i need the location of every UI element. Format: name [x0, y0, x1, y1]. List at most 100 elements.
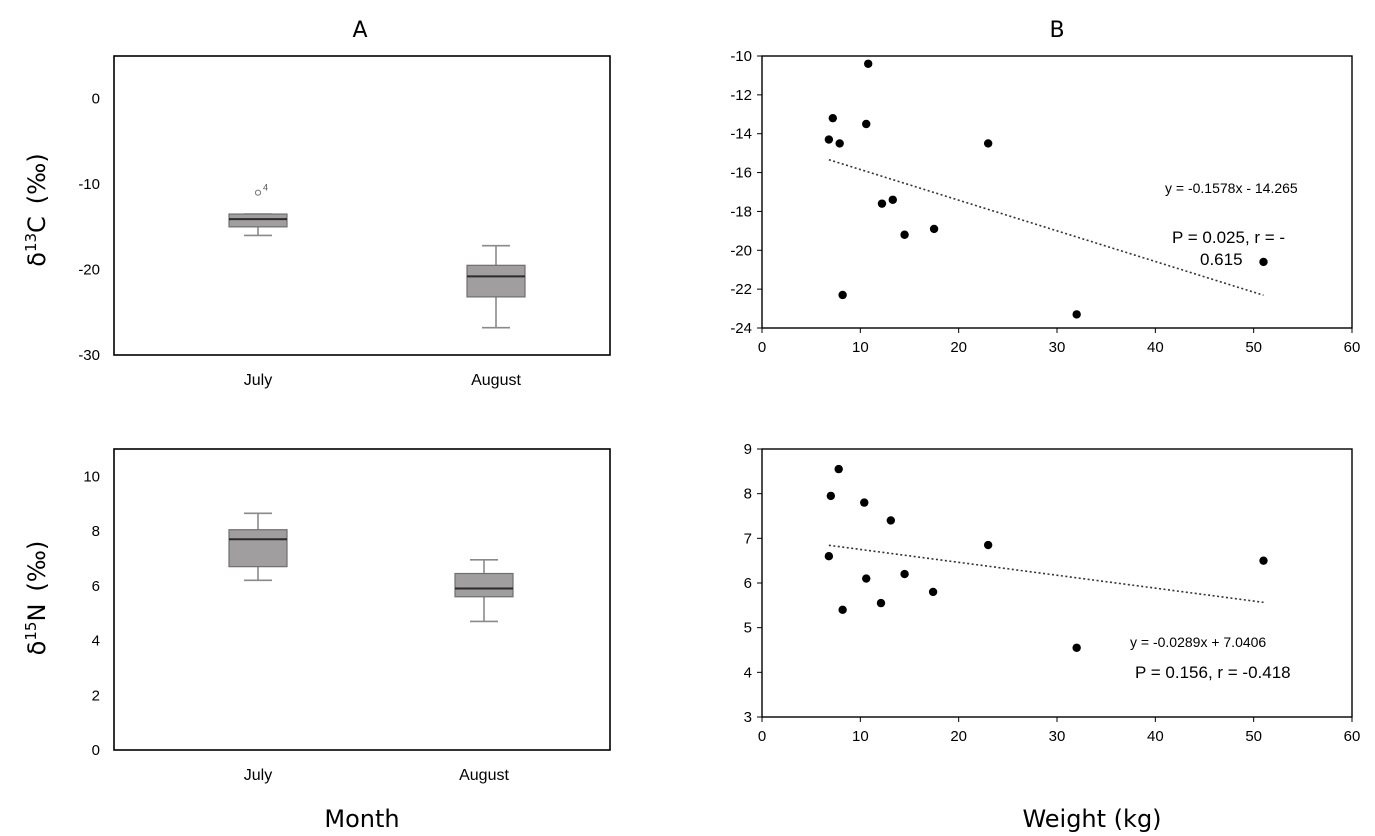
data-point	[838, 290, 847, 300]
ylab-carbon-prefix: δ	[23, 252, 51, 267]
y-tick-label: 3	[744, 709, 752, 726]
y-tick-label: -16	[730, 165, 752, 182]
x-tick-label: 10	[852, 728, 869, 745]
data-point	[928, 587, 938, 597]
data-point	[888, 195, 897, 204]
y-tick-label: -14	[730, 126, 752, 143]
x-axis-title-weight: Weight (kg)	[1022, 805, 1161, 833]
data-point	[824, 552, 834, 561]
trendline	[828, 158, 1264, 296]
trend-equation: y = -0.1578x - 14.265	[1165, 180, 1298, 196]
outlier-point	[254, 189, 262, 196]
data-point	[838, 605, 847, 614]
data-point	[1259, 556, 1268, 565]
y-tick-label: 7	[744, 530, 752, 547]
y-tick-label: -30	[78, 347, 100, 364]
trendline	[828, 544, 1264, 604]
data-point	[864, 59, 873, 68]
boxplot-carbon: 0 -10 -20 -30 July August 4	[78, 55, 611, 389]
data-point	[900, 230, 909, 239]
box-iqr	[454, 572, 514, 598]
x-tick-label: 60	[1344, 339, 1361, 356]
data-point	[877, 199, 887, 208]
data-point	[860, 498, 869, 507]
y-tick-label: 6	[92, 578, 100, 595]
y-tick-label: 4	[92, 633, 100, 650]
ylab-carbon-elem: C	[23, 216, 51, 233]
y-tick-label: -12	[730, 87, 752, 104]
data-point	[876, 598, 886, 608]
data-point	[824, 135, 834, 144]
plot-frame	[113, 55, 611, 356]
data-point	[1072, 643, 1081, 652]
x-tick-label: 60	[1344, 728, 1361, 745]
data-point	[1259, 257, 1268, 267]
x-category-label: July	[244, 372, 272, 389]
y-tick-label: 8	[92, 523, 100, 540]
ylab-nitrogen-unit: (‰)	[23, 541, 51, 592]
x-category-label: August	[459, 767, 509, 784]
x-tick-label: 40	[1147, 339, 1164, 356]
y-axis-title-carbon: δ13C (‰)	[22, 153, 51, 266]
stats-text: P = 0.156, r = -0.418	[1135, 663, 1291, 682]
x-tick-label: 0	[758, 728, 766, 745]
data-point	[983, 540, 993, 550]
data-point	[1072, 310, 1081, 319]
x-tick-label: 50	[1245, 728, 1262, 745]
x-tick-label: 50	[1245, 339, 1262, 356]
data-point	[826, 491, 836, 501]
x-tick-label: 20	[950, 339, 967, 356]
data-point	[886, 516, 896, 525]
x-tick-label: 10	[852, 339, 869, 356]
y-tick-label: 6	[744, 575, 752, 592]
data-point	[983, 139, 993, 148]
boxplot-nitrogen: 0 2 4 6 8 10 July August	[83, 448, 611, 784]
data-point	[929, 224, 939, 234]
stats-text: P = 0.025, r = -	[1172, 228, 1285, 247]
x-tick-label: 30	[1049, 728, 1066, 745]
ylab-carbon-unit: (‰)	[23, 153, 51, 204]
box-iqr	[228, 529, 288, 568]
x-tick-label: 40	[1147, 728, 1164, 745]
panel-label-a: A	[352, 18, 367, 43]
data-point	[862, 574, 871, 583]
data-point	[828, 113, 837, 123]
x-category-label: August	[471, 372, 521, 389]
box-iqr	[466, 264, 526, 298]
y-tick-label: -24	[730, 320, 752, 337]
y-tick-label: -10	[78, 176, 100, 193]
panel-label-b: B	[1049, 18, 1064, 43]
x-tick-label: 20	[950, 728, 967, 745]
data-point	[834, 464, 843, 474]
x-tick-label: 30	[1049, 339, 1066, 356]
data-point	[900, 569, 909, 579]
y-tick-label: 0	[92, 742, 100, 759]
x-tick-label: 0	[758, 339, 766, 356]
y-tick-label: 10	[83, 468, 100, 485]
trend-equation: y = -0.0289x + 7.0406	[1130, 634, 1266, 650]
data-point	[862, 119, 871, 129]
ylab-nitrogen-sup: 15	[22, 622, 40, 641]
scatter-carbon: -10 -12 -14 -16 -18 -20 -22 -24 0 10 20 30 40 50 60 y =…	[730, 48, 1360, 356]
y-tick-label: 0	[92, 91, 100, 108]
x-category-label: July	[244, 767, 272, 784]
y-tick-label: 9	[744, 441, 752, 458]
x-axis-title-month: Month	[324, 805, 399, 833]
plot-frame	[113, 448, 611, 751]
y-tick-label: 2	[92, 687, 100, 704]
y-tick-label: -22	[730, 281, 752, 298]
box-iqr	[228, 213, 288, 228]
y-tick-label: 5	[744, 620, 752, 637]
y-axis-title-nitrogen: δ15N (‰)	[22, 541, 51, 656]
data-point	[835, 139, 844, 148]
y-tick-label: -18	[730, 203, 752, 220]
ylab-carbon-sup: 13	[22, 233, 40, 252]
y-tick-label: 4	[744, 664, 752, 681]
ylab-nitrogen-prefix: δ	[23, 641, 51, 656]
y-tick-label: 8	[744, 486, 752, 503]
outlier-label: 4	[263, 183, 268, 193]
scatter-nitrogen: 3 4 5 6 7 8 9 0 10 20 30 40 50 60 y = -0.0289x + 7.040…	[744, 441, 1361, 745]
y-tick-label: -20	[730, 242, 752, 259]
stats-text-cont: 0.615	[1200, 250, 1243, 269]
